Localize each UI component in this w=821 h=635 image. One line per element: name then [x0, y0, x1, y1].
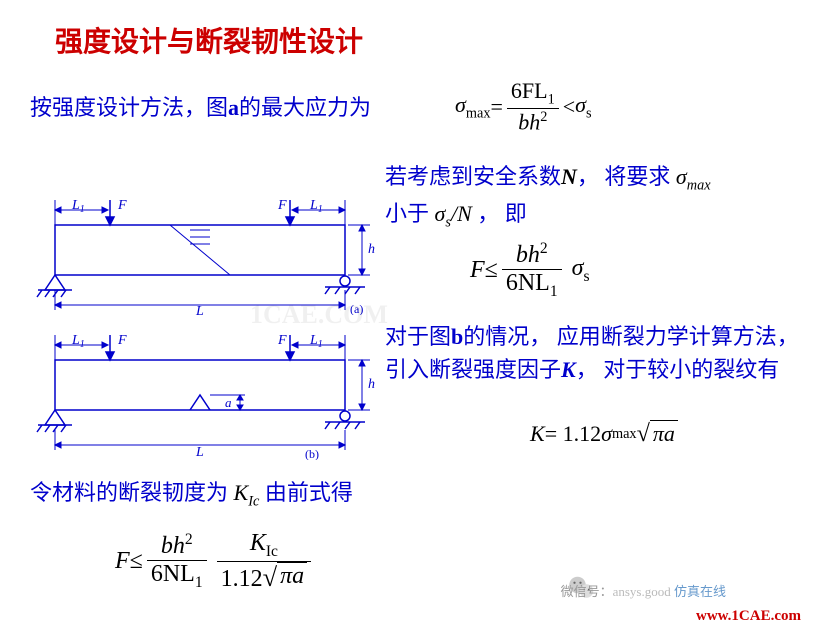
sup: 2	[540, 109, 547, 125]
svg-text:L: L	[195, 445, 204, 460]
formula-K: K = 1.12 σmax √πa	[530, 420, 678, 448]
page-title: 强度设计与断裂韧性设计	[55, 20, 363, 60]
N: N	[561, 164, 577, 189]
c: 1.12	[221, 566, 263, 592]
sub: 1	[548, 91, 555, 107]
sigma: σ	[435, 201, 446, 226]
svg-text:L: L	[195, 304, 204, 315]
le: ≤	[485, 257, 498, 284]
sub: s	[586, 105, 592, 121]
eq: = 1.12	[545, 421, 601, 447]
sigma: σ	[575, 92, 586, 117]
watermark-wechat: 微信号：ansys.good 仿真在线	[561, 581, 726, 600]
label-b: b	[451, 324, 463, 349]
sub: max	[466, 105, 491, 121]
sigma: σ	[455, 92, 466, 117]
text: 令材料的断裂韧度为	[30, 480, 234, 505]
beam-diagram-a: L1 F F L1 h L (a)	[30, 195, 380, 315]
eq: =	[490, 94, 502, 120]
sigma: σ	[601, 421, 612, 447]
den: 6NL	[151, 561, 195, 587]
formula-F-strength: F ≤ bh2 6NL1 σs	[470, 240, 590, 301]
formula-F-fracture: F ≤ bh2 6NL1 KIc 1.12√πa	[115, 530, 315, 593]
text: ， 将要求	[577, 164, 676, 189]
beam-diagram-b: L1 F F L1 a h L (b)	[30, 330, 380, 460]
text: 由前式得	[265, 480, 353, 505]
K: K	[561, 357, 576, 382]
lt: <	[563, 94, 575, 120]
sub: Ic	[266, 543, 278, 560]
svg-text:L1: L1	[71, 333, 85, 350]
sub: 1	[550, 283, 558, 300]
F: F	[470, 257, 485, 284]
svg-text:F: F	[117, 333, 127, 348]
sub: Ic	[248, 493, 259, 509]
svg-text:L1: L1	[309, 333, 323, 350]
sigma: σ	[572, 255, 584, 281]
sup: 2	[540, 240, 548, 257]
svg-text:F: F	[117, 198, 127, 213]
svg-text:L1: L1	[309, 198, 323, 215]
pi: π	[280, 563, 292, 589]
watermark-center: 1CAE.COM	[250, 300, 388, 330]
wx-id: ansys.good	[613, 584, 671, 599]
sup: 2	[185, 531, 193, 548]
text: 对于图	[385, 324, 451, 349]
label-a: a	[228, 95, 239, 120]
bh: bh	[516, 242, 540, 268]
text: 若考虑到安全系数	[385, 164, 561, 189]
le: ≤	[130, 548, 143, 575]
svg-text:(b): (b)	[305, 447, 319, 460]
watermark-url: www.1CAE.com	[696, 608, 801, 625]
den: 6NL	[506, 270, 550, 296]
text: ， 即	[477, 201, 527, 226]
K: K	[250, 530, 266, 556]
svg-text:h: h	[368, 242, 375, 257]
kic-text: 令材料的断裂韧度为 KIc 由前式得	[30, 475, 353, 510]
svg-text:a: a	[225, 395, 232, 410]
pi: π	[653, 421, 664, 446]
safety-factor-text: 若考虑到安全系数N， 将要求 σmax 小于 σs/N ， 即	[385, 160, 805, 234]
sub: max	[687, 177, 711, 193]
a: a	[664, 421, 675, 446]
sigma: σ	[676, 164, 687, 189]
sub: max	[612, 426, 637, 443]
cn: 仿真在线	[671, 584, 726, 599]
text: 的最大应力为	[239, 95, 371, 120]
bh: bh	[161, 533, 185, 559]
den: bh	[518, 110, 540, 135]
K: K	[530, 421, 545, 447]
wx-label: 微信号：	[561, 584, 613, 599]
sub: s	[583, 268, 589, 285]
svg-text:h: h	[368, 377, 375, 392]
svg-text:L1: L1	[71, 198, 85, 215]
svg-text:F: F	[277, 333, 287, 348]
text: ， 对于较小的裂纹有	[576, 357, 780, 382]
F: F	[115, 548, 130, 575]
svg-text:F: F	[277, 198, 287, 213]
num: 6FL	[511, 78, 548, 103]
K: K	[234, 480, 249, 505]
sub: 1	[195, 574, 203, 591]
text: 小于	[385, 201, 429, 226]
text: 按强度设计方法，图	[30, 95, 228, 120]
formula-sigma-max: σmax = 6FL1 bh2 < σs	[455, 78, 592, 136]
a: a	[292, 563, 304, 589]
fracture-text: 对于图b的情况， 应用断裂力学计算方法， 引入断裂强度因子K， 对于较小的裂纹有	[385, 320, 810, 386]
strength-design-text: 按强度设计方法，图a的最大应力为	[30, 90, 371, 122]
N: N	[457, 201, 472, 226]
